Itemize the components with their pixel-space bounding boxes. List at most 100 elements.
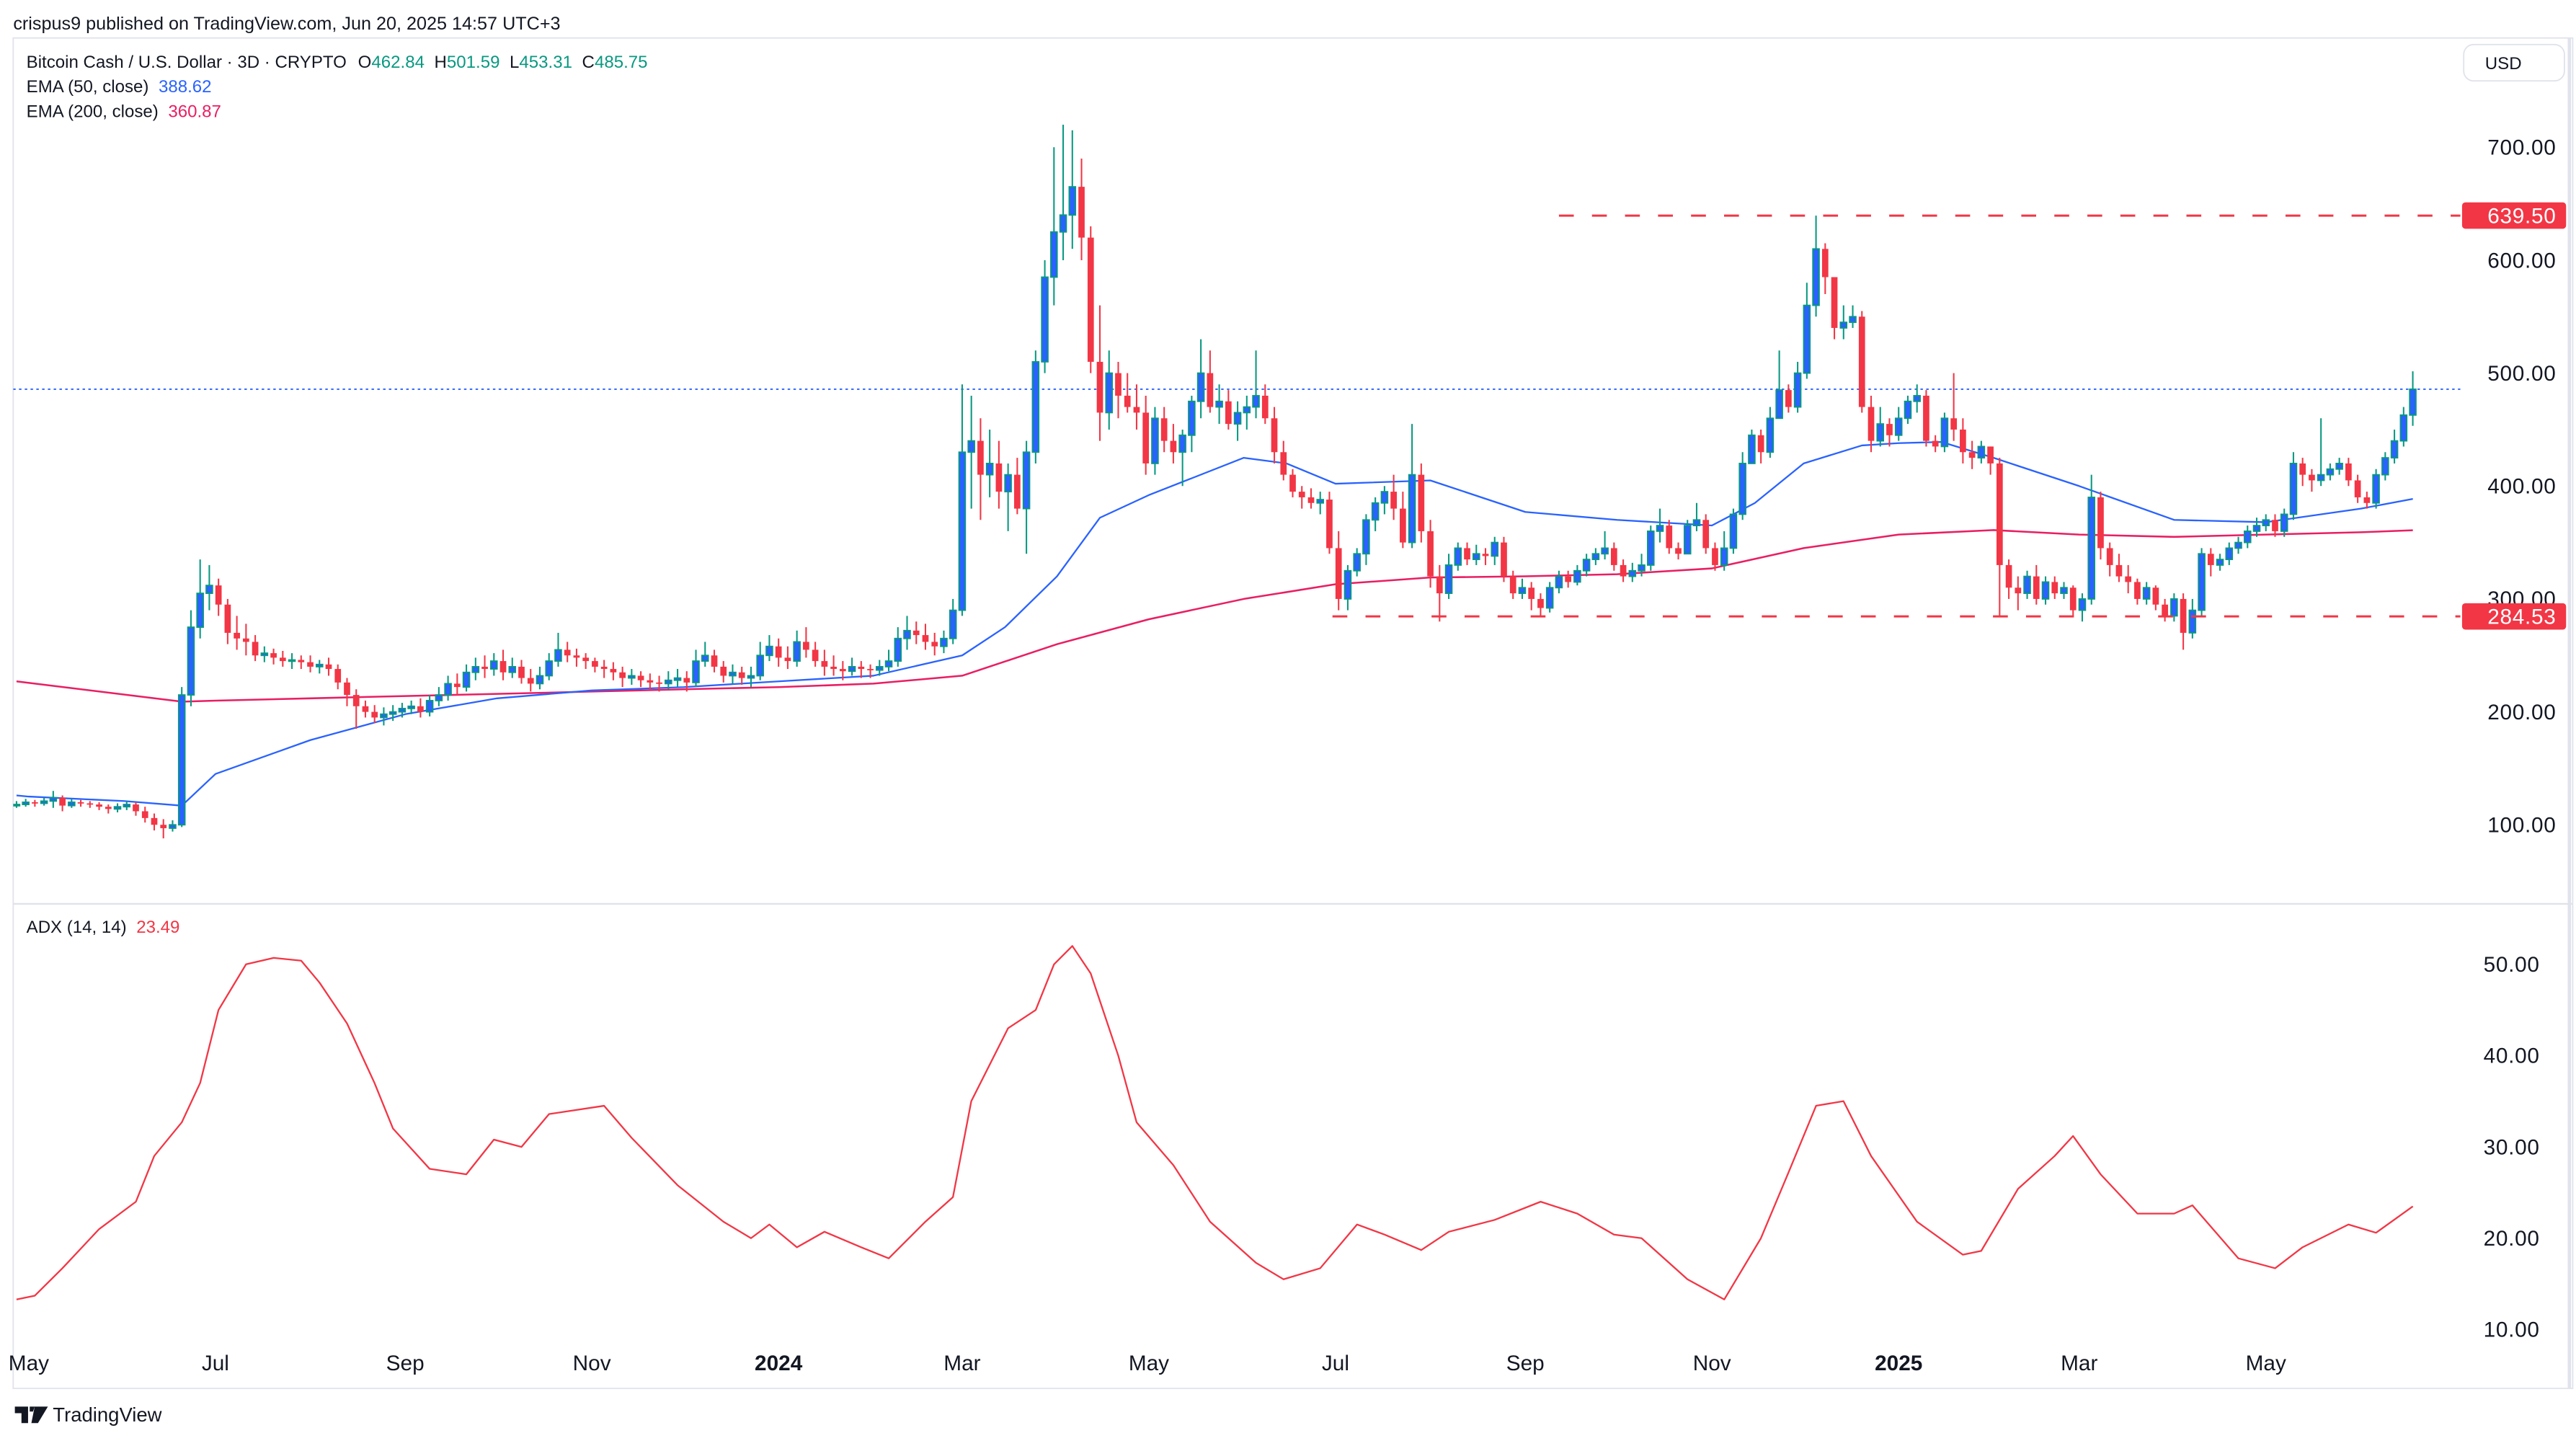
candle <box>1803 283 1811 379</box>
candle <box>1225 390 1232 430</box>
candle <box>2326 463 2335 481</box>
candle <box>2015 576 2022 611</box>
price-pane[interactable] <box>13 124 2461 839</box>
candle-body <box>1298 492 1305 497</box>
candle-body <box>2252 525 2261 532</box>
adx-axis[interactable]: 50.00 40.00 30.00 20.00 10.00 <box>2484 953 2540 1342</box>
candle-body <box>1115 373 1122 396</box>
candle <box>1831 277 1838 340</box>
candle <box>1271 407 1278 463</box>
candle <box>1178 429 1186 487</box>
candle-body <box>1059 214 1067 233</box>
candle-body <box>481 666 488 670</box>
candle-body <box>673 677 682 681</box>
candle-body <box>1831 277 1838 328</box>
candle-body <box>876 666 884 671</box>
candle <box>1188 395 1196 453</box>
candle <box>1940 412 1949 453</box>
candle <box>13 801 21 808</box>
ema50-legend[interactable]: EMA (50, close) 388.62 <box>27 77 212 97</box>
candle <box>2234 536 2242 554</box>
candle <box>315 660 324 674</box>
candle-body <box>839 669 846 672</box>
candle-body <box>1683 525 1692 555</box>
candle <box>288 653 296 670</box>
candle <box>252 635 259 662</box>
candle-body <box>1151 417 1159 464</box>
candle-body <box>2041 581 2050 600</box>
candle-body <box>2069 587 2077 611</box>
candle-body <box>2060 587 2068 595</box>
candle-body <box>1712 548 1718 565</box>
candle <box>2097 492 2104 560</box>
tradingview-logo[interactable]: TradingView <box>14 1403 162 1426</box>
time-tick-label: Nov <box>573 1352 611 1375</box>
time-tick-label: May <box>9 1352 49 1375</box>
candle <box>1307 488 1315 509</box>
candle <box>224 598 231 644</box>
candle-body <box>1316 499 1324 504</box>
candle-body <box>123 804 131 808</box>
candle <box>2134 578 2141 605</box>
candle <box>922 624 929 650</box>
candle <box>2299 458 2306 487</box>
candle <box>86 801 94 808</box>
candle-body <box>1280 452 1287 475</box>
candle <box>2243 525 2252 549</box>
candle-body <box>738 672 745 678</box>
candle-body <box>1390 492 1397 509</box>
candle <box>1031 350 1040 463</box>
candle-body <box>2390 440 2399 459</box>
time-axis[interactable]: May Jul Sep Nov 2024 Mar May Jul Sep Nov 2025 Mar Ma… <box>9 1352 2286 1375</box>
candle <box>1142 395 1150 475</box>
candle-body <box>2033 576 2040 599</box>
candle <box>1491 536 1499 565</box>
candle-body <box>1565 576 1572 582</box>
time-tick-label: Mar <box>943 1352 980 1375</box>
candle <box>1261 384 1269 425</box>
candle <box>1482 548 1489 565</box>
candle <box>444 675 452 701</box>
candle-body <box>1977 445 1986 459</box>
price-tick-label: 600.00 <box>2487 249 2556 272</box>
candle-body <box>1647 531 1655 566</box>
candle-body <box>1987 446 1994 463</box>
candle <box>765 635 773 662</box>
candle-body <box>2289 463 2298 515</box>
candle <box>1124 373 1131 413</box>
candle <box>2142 582 2151 605</box>
candle <box>334 664 342 690</box>
candle-body <box>344 682 350 696</box>
candle-body <box>628 675 636 679</box>
candle-body <box>307 662 314 667</box>
adx-legend[interactable]: ADX (14, 14) 23.49 <box>27 918 180 937</box>
candle-body <box>656 682 662 684</box>
tradingview-brand: TradingView <box>53 1403 161 1426</box>
candle <box>1610 542 1617 571</box>
candle-body <box>1271 418 1278 453</box>
currency-button[interactable]: USD <box>2463 43 2565 82</box>
symbol-legend[interactable]: Bitcoin Cash / U.S. Dollar · 3D · CRYPTO… <box>27 53 648 72</box>
candle-body <box>2243 531 2252 544</box>
candle-body <box>1400 508 1406 543</box>
candle <box>1638 554 1645 577</box>
candle <box>2078 593 2087 622</box>
candle <box>1987 446 1994 475</box>
candle <box>711 649 718 673</box>
candle <box>2115 554 2123 582</box>
candle <box>1591 548 1600 565</box>
candle-body <box>1188 400 1196 436</box>
candle <box>234 616 240 650</box>
candle-body <box>1876 423 1885 442</box>
candle-body <box>462 671 471 688</box>
candle-body <box>234 632 240 639</box>
adx-pane[interactable] <box>16 945 2414 1300</box>
time-tick-label: Sep <box>1506 1352 1545 1375</box>
price-axis[interactable]: 700.00600.00500.00400.00300.00200.00100.… <box>2461 136 2567 838</box>
candle <box>1582 554 1591 577</box>
ema200-legend[interactable]: EMA (200, close) 360.87 <box>27 102 221 122</box>
candle-body <box>903 629 911 639</box>
candle-body <box>2354 480 2361 497</box>
candle <box>2280 508 2288 537</box>
candle-body <box>600 666 608 670</box>
